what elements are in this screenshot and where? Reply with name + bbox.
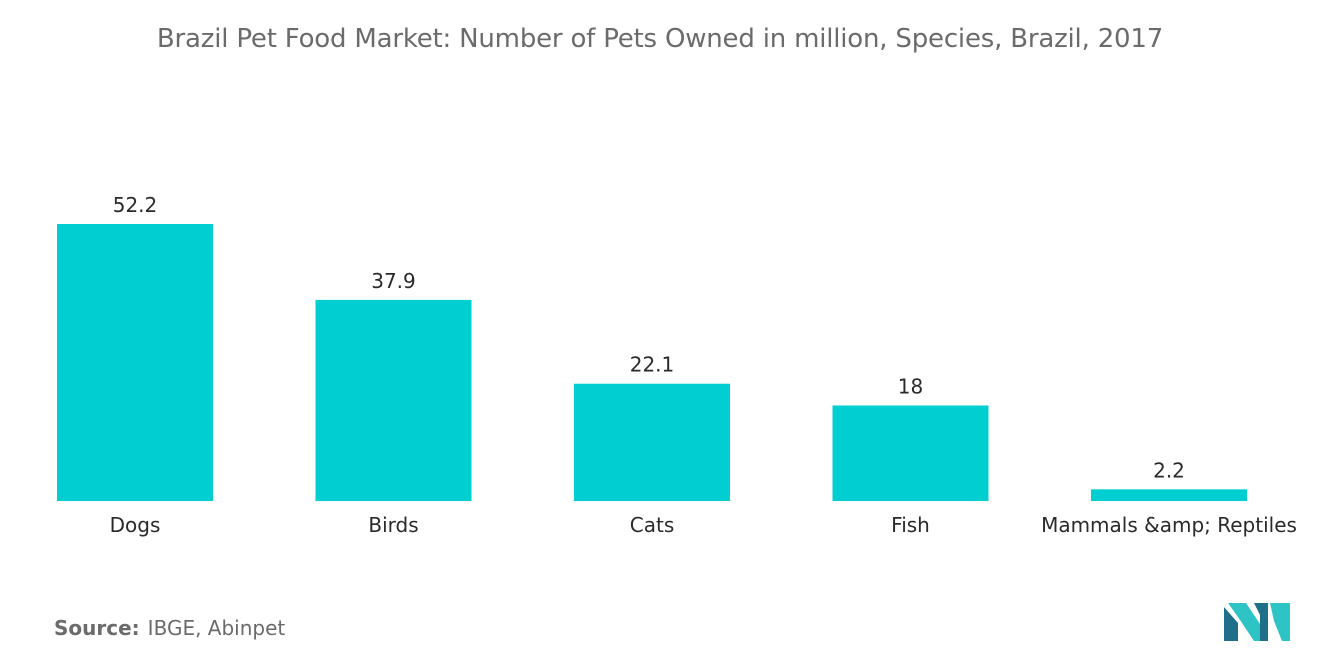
value-label-4: 2.2 — [1153, 458, 1185, 482]
chart-title: Brazil Pet Food Market: Number of Pets O… — [156, 24, 1164, 54]
value-label-3: 18 — [898, 374, 923, 398]
category-label-0: Dogs — [110, 513, 161, 537]
value-label-0: 52.2 — [113, 193, 158, 217]
value-label-1: 37.9 — [371, 269, 416, 293]
bar-0 — [57, 224, 213, 501]
category-label-4: Mammals &amp; Reptiles — [1041, 513, 1297, 537]
mordor-intelligence-logo-icon — [1224, 603, 1290, 641]
bar-4 — [1091, 489, 1247, 501]
source-note: Source: IBGE, Abinpet — [54, 616, 285, 640]
bar-2 — [574, 383, 730, 501]
category-label-1: Birds — [368, 513, 418, 537]
bar-1 — [315, 299, 472, 501]
category-label-2: Cats — [630, 513, 674, 537]
value-label-2: 22.1 — [630, 353, 675, 377]
source-text: IBGE, Abinpet — [147, 616, 286, 640]
category-label-3: Fish — [891, 513, 930, 537]
bar-3 — [832, 405, 989, 501]
source-label: Source: — [54, 616, 140, 640]
bar-chart: 52.2 Dogs 37.9 Birds 22.1 Cats 18 Fish 2.2 Mammal… — [57, 193, 1297, 537]
